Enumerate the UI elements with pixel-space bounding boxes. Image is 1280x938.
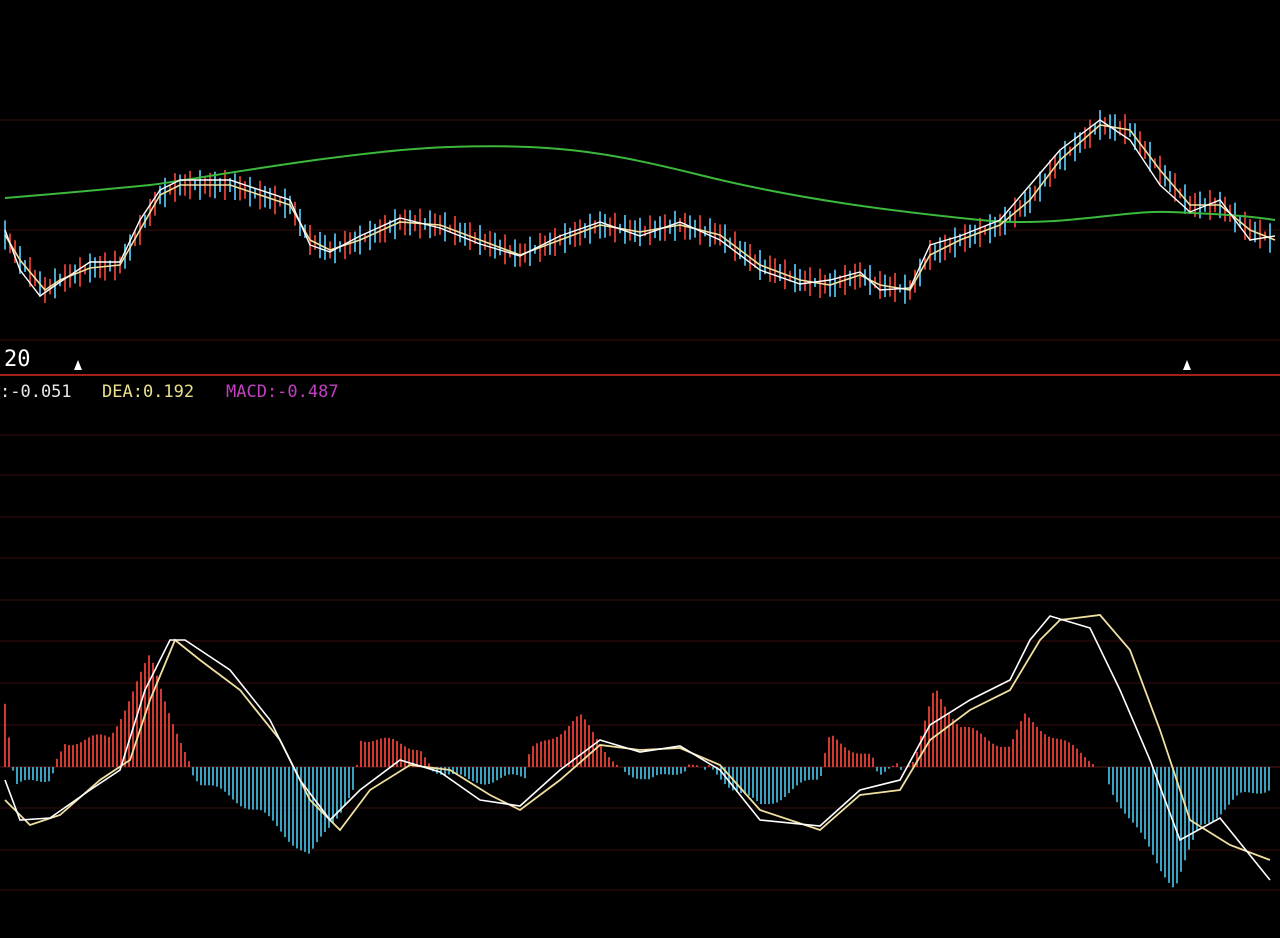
marker-triangle — [1183, 360, 1191, 370]
period-label: 20 — [4, 347, 31, 372]
grid — [0, 119, 1280, 891]
macd-label: MACD:-0.487 — [226, 382, 339, 402]
long-moving-average — [4, 145, 1276, 224]
price-fast-line — [4, 119, 1276, 297]
macd-histogram — [4, 110, 1271, 888]
dea-label: DEA:0.192 — [102, 382, 194, 402]
macd-dif-line — [4, 615, 1271, 881]
marker-triangle — [74, 360, 82, 370]
dif-label: :-0.051 — [0, 382, 72, 402]
price-average-line — [4, 124, 1276, 292]
